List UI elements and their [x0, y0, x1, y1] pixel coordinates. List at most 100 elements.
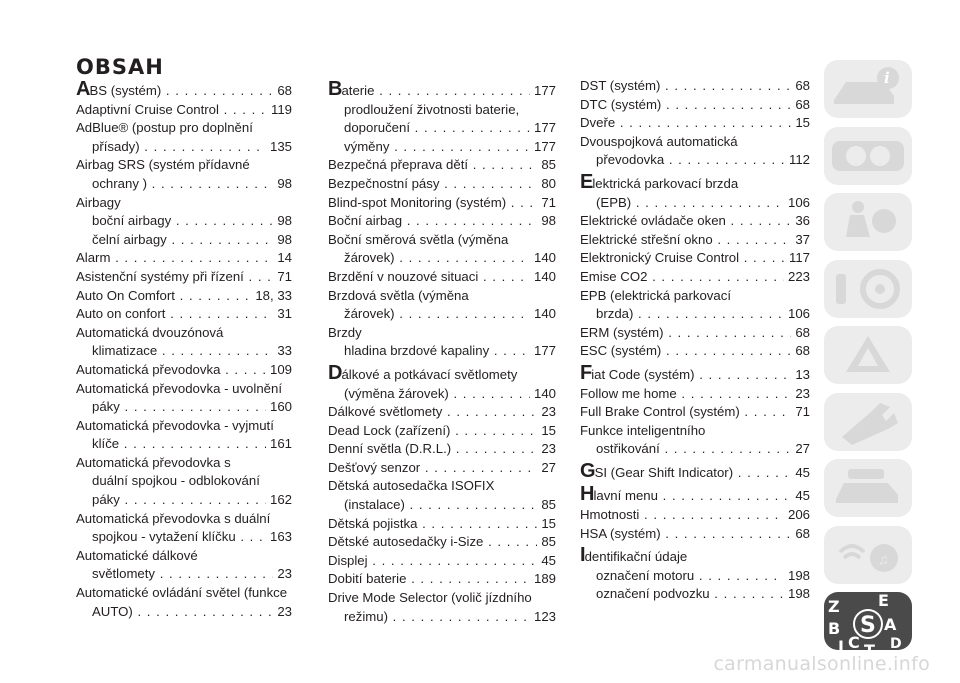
index-entry: Displej45	[328, 552, 556, 571]
entry-text: ochrany )	[92, 175, 273, 194]
tab-maintenance[interactable]	[824, 392, 912, 451]
entry-line: Dětské autosedačky i-Size85	[328, 533, 556, 552]
entry-text: Denní světla (D.R.L.)	[328, 440, 537, 459]
index-entry: Boční airbag98	[328, 212, 556, 231]
page-number: 68	[795, 343, 810, 359]
entry-line: Follow me home23	[580, 385, 810, 404]
index-entry: prodloužení životnosti baterie, doporučen…	[328, 101, 556, 138]
svg-text:♫: ♫	[878, 551, 889, 567]
entry-line: klíče161	[76, 435, 292, 454]
entry-line: Adaptivní Cruise Control119	[76, 101, 292, 120]
page-number: 206	[787, 507, 810, 523]
entry-text: (výměna žárovek)	[344, 385, 530, 404]
tab-driving[interactable]	[824, 259, 912, 318]
page-number: 68	[795, 525, 810, 541]
index-entry: DTC (systém)68	[580, 96, 810, 115]
entry-text: Elektronický Cruise Control	[580, 249, 785, 268]
index-entry: Elektronický Cruise Control117	[580, 249, 810, 268]
tab-index[interactable]: Z E B S A I C T D	[824, 591, 912, 660]
entry-line: DST (systém) 68	[580, 77, 810, 96]
page-number: 123	[533, 608, 556, 624]
page-number: 23	[277, 566, 292, 582]
page-number: 23	[277, 603, 292, 619]
entry-line: Dešťový senzor27	[328, 459, 556, 478]
tab-dashboard[interactable]	[824, 126, 912, 185]
page-number: 36	[795, 213, 810, 229]
entry-text: doporučení	[344, 119, 530, 138]
entry-line: ERM (systém)68	[580, 324, 810, 343]
page-number: 80	[541, 175, 556, 191]
index-entry: boční airbagy98	[76, 212, 292, 231]
watermark: carmanualsonline.info	[713, 653, 930, 675]
entry-text: dentifikační údaje	[584, 549, 688, 565]
entry-line: GSI (Gear Shift Indicator)45	[580, 461, 810, 483]
tab-technical-data[interactable]	[824, 459, 912, 517]
page-number: 68	[795, 78, 810, 93]
svg-text:B: B	[828, 619, 840, 638]
index-entry: Boční směrová světla (výměna žárovek)140	[328, 231, 556, 268]
page-number: 31	[277, 306, 292, 322]
index-entry: Auto On Comfort18, 33	[76, 287, 292, 306]
entry-line: Dead Lock (zařízení)15	[328, 422, 556, 441]
entry-line: výměny177	[328, 138, 556, 157]
entry-line: Dálkové světlomety23	[328, 403, 556, 422]
page-number: 15	[795, 115, 810, 131]
entry-text: páky	[92, 398, 266, 417]
entry-text: označení podvozku	[596, 585, 784, 604]
page-number: 85	[541, 534, 556, 550]
tab-safety[interactable]	[824, 193, 912, 251]
entry-text: Automatické dálkové	[76, 547, 198, 563]
entry-text: Full Brake Control (systém)	[580, 403, 791, 422]
entry-line: Dětská pojistka15	[328, 515, 556, 534]
index-entry: Auto on confort31	[76, 305, 292, 324]
svg-text:C: C	[848, 633, 860, 652]
entry-text: brzda)	[596, 305, 784, 324]
entry-line: Blind-spot Monitoring (systém)71	[328, 194, 556, 213]
index-entry: Dead Lock (zařízení)15	[328, 422, 556, 441]
tab-emergency[interactable]	[824, 326, 912, 384]
index-entry: Alarm14	[76, 249, 292, 268]
steering-wheel-icon	[836, 268, 900, 309]
entry-text: Dešťový senzor	[328, 459, 537, 478]
entry-line: AUTO)23	[76, 603, 292, 622]
page-number: 27	[795, 441, 810, 457]
entry-text: lavní menu	[593, 487, 791, 506]
entry-line: Boční airbag98	[328, 212, 556, 231]
entry-text: Automatická převodovka s duální	[76, 510, 271, 526]
page-number: 162	[269, 492, 292, 508]
index-entry: Follow me home23	[580, 385, 810, 404]
entry-text: páky	[92, 491, 266, 510]
index-entry: Brzdění v nouzové situaci140	[328, 268, 556, 287]
entry-text: BS (systém)	[89, 82, 273, 101]
entry-line: Automatické ovládání světel (funkce	[76, 584, 292, 603]
index-entry: označení motoru198	[580, 567, 810, 586]
entry-line: Brzdění v nouzové situaci140	[328, 268, 556, 287]
entry-text: Dveře	[580, 114, 791, 133]
entry-text: Boční směrová světla (výměna	[328, 231, 509, 247]
entry-text: Dětská autosedačka ISOFIX	[328, 478, 495, 494]
entry-text: Elektrické ovládače oken	[580, 212, 791, 231]
tab-multimedia[interactable]: ♫	[824, 525, 912, 584]
index-entry: označení podvozku198	[580, 585, 810, 604]
index-entry: Dobití baterie189	[328, 570, 556, 589]
index-entry: GSI (Gear Shift Indicator)45	[580, 459, 810, 483]
page-number: 177	[533, 138, 556, 154]
index-entry: Bezpečná přeprava dětí85	[328, 156, 556, 175]
entry-line: Asistenční systémy při řízení71	[76, 268, 292, 287]
entry-text: Automatická převodovka - uvolnění	[76, 380, 282, 396]
page-number: 161	[269, 436, 292, 452]
index-entry: Emise CO2223	[580, 268, 810, 287]
tab-info[interactable]: i	[824, 60, 912, 118]
page-number: 98	[541, 213, 556, 229]
index-entry: Dvouspojková automatická převodovka112	[580, 133, 810, 170]
page-number: 112	[788, 152, 810, 168]
page-title: OBSAH	[76, 55, 164, 79]
initial-letter: E	[580, 170, 593, 193]
page-number: 177	[533, 120, 556, 136]
entry-line: Dětská autosedačka ISOFIX	[328, 477, 556, 496]
index-entry: čelní airbagy98	[76, 231, 292, 250]
entry-text: Automatické ovládání světel (funkce	[76, 585, 288, 601]
entry-text: Automatická převodovka s	[76, 454, 231, 470]
page-number: 23	[795, 385, 810, 401]
